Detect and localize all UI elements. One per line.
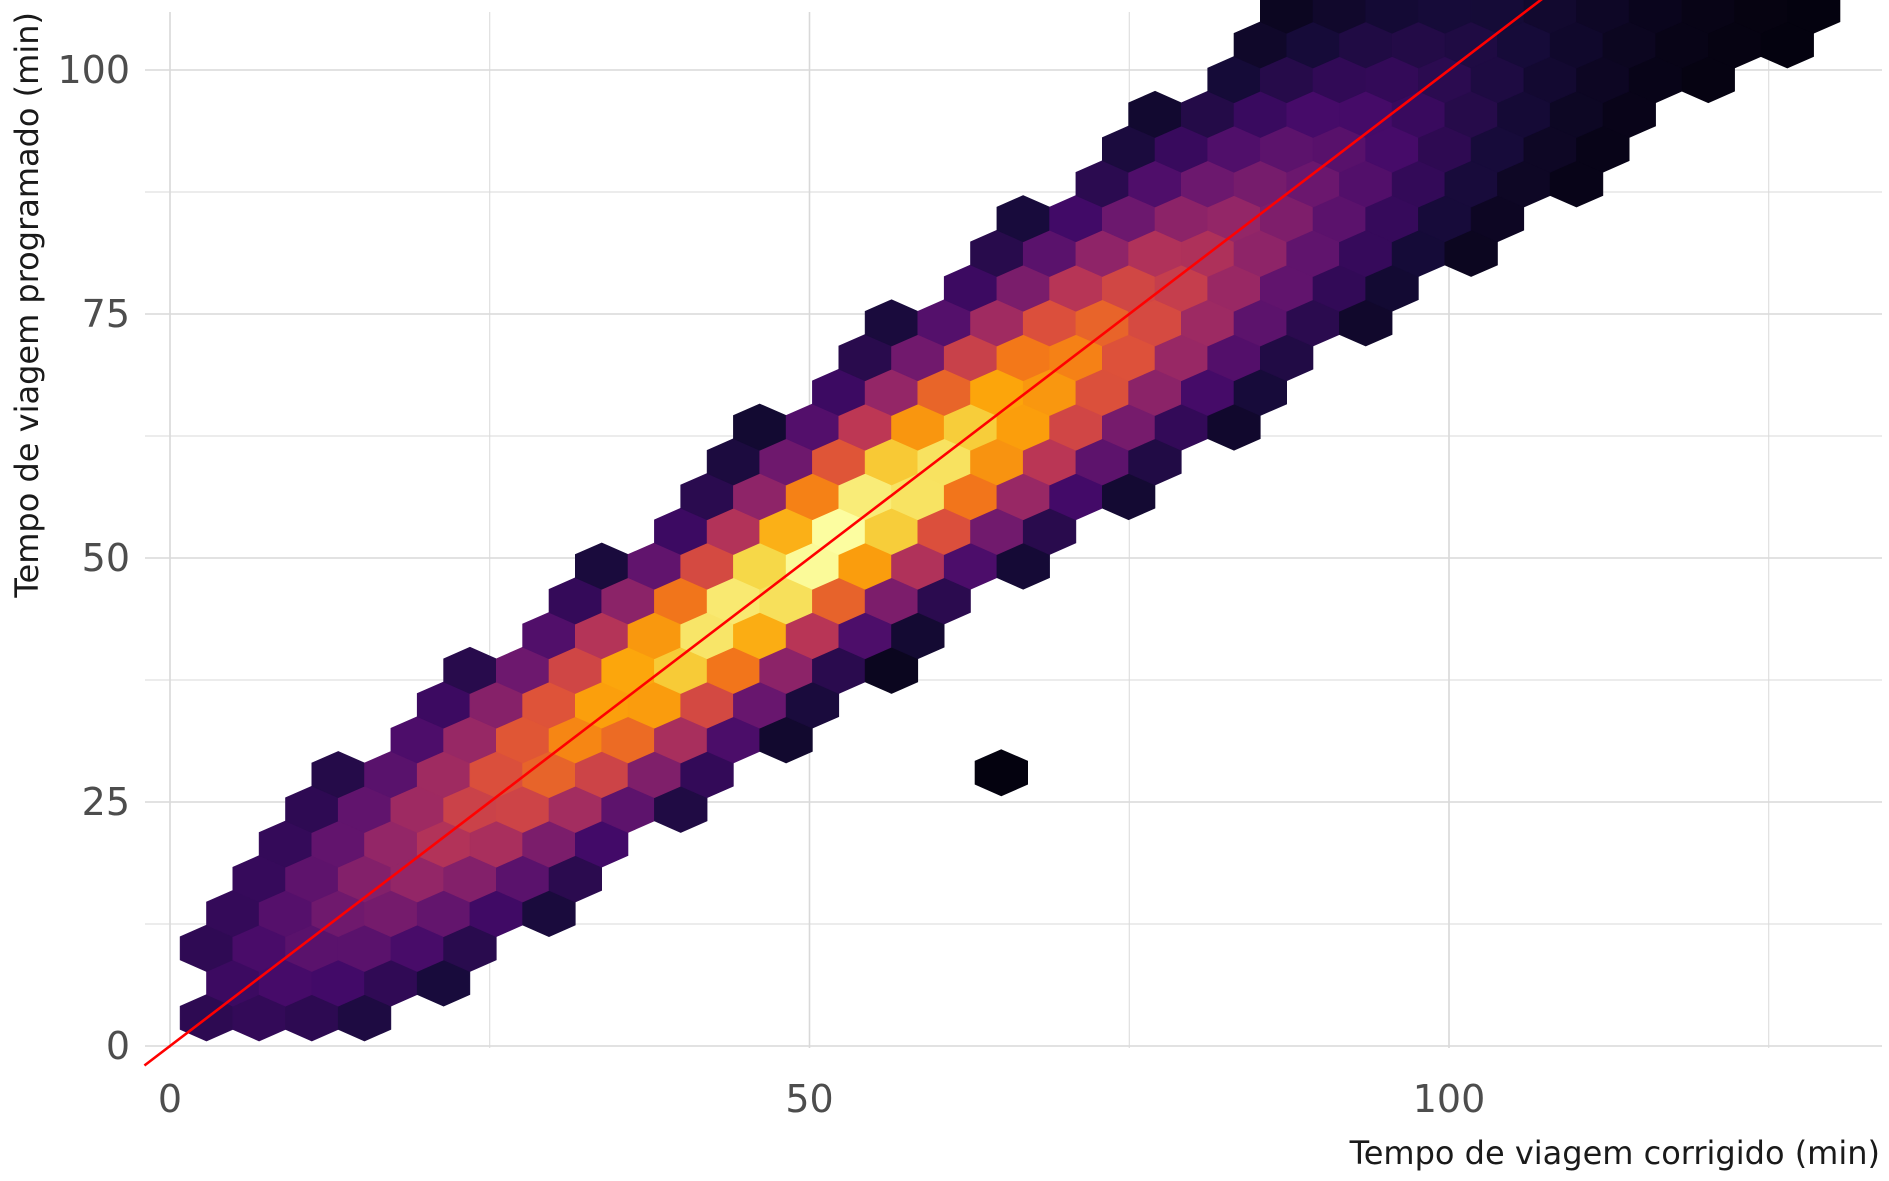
x-axis-title: Tempo de viagem corrigido (min) — [1349, 1134, 1880, 1172]
y-tick-label: 0 — [106, 1024, 130, 1068]
x-tick-label: 50 — [785, 1077, 833, 1121]
hex-bins — [179, 0, 1841, 1042]
y-tick-label: 100 — [57, 48, 130, 92]
x-tick-label: 100 — [1413, 1077, 1486, 1121]
hex-bin — [974, 749, 1028, 797]
y-axis-title: Tempo de viagem programado (min) — [8, 12, 46, 599]
hex-bin — [1523, 0, 1577, 34]
hex-bin — [1260, 0, 1314, 34]
hex-bin — [1312, 0, 1366, 34]
y-tick-label: 25 — [82, 780, 130, 824]
hex-bin — [1365, 0, 1419, 34]
y-tick-label: 50 — [82, 536, 130, 580]
hex-bin — [1576, 0, 1630, 34]
hex-bin — [1681, 0, 1735, 34]
hex-bin — [1418, 0, 1472, 34]
identity-reference-line — [143, 0, 1543, 1067]
y-tick-labels: 0255075100125 — [57, 48, 130, 1068]
y-tick-label: 75 — [82, 292, 130, 336]
hex-bin — [1787, 0, 1841, 34]
hex-bin — [1628, 0, 1683, 34]
x-tick-label: 0 — [158, 1077, 182, 1121]
x-tick-labels: 0 50 100 — [158, 1077, 1485, 1121]
hex-bin — [1734, 0, 1788, 34]
